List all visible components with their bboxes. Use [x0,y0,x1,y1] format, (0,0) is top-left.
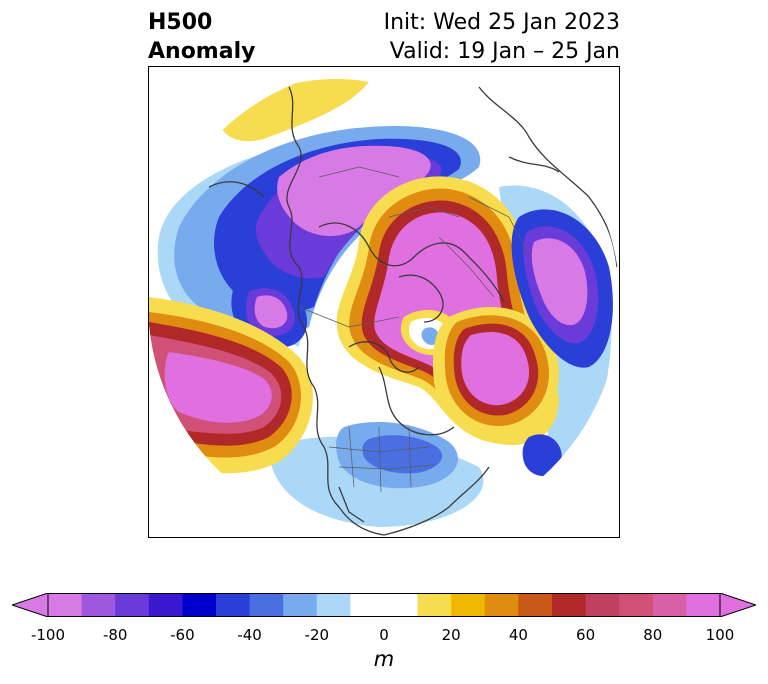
ridge-pacific [149,297,313,474]
colorbar-frame [47,593,721,617]
title-field: Anomaly [148,39,256,64]
colorbar-cell [115,593,150,617]
ridge-siberia [432,307,559,439]
colorbar-cell [384,593,419,617]
colorbar-tick-label: 0 [379,626,389,644]
colorbar-cell [148,593,183,617]
colorbar-tick-label: 20 [441,626,461,644]
chart-title-right: Init: Wed 25 Jan 2023 Valid: 19 Jan – 25… [384,8,620,66]
colorbar-cell [283,593,318,617]
trough-eastern-us [336,422,562,489]
anomaly-map [148,66,620,538]
colorbar-cell [619,593,654,617]
colorbar-tick-label: 100 [705,626,735,644]
colorbar-tick-label: 80 [643,626,663,644]
anomaly-field [149,67,619,537]
colorbar-cell [182,593,217,617]
colorbar-cell [316,593,351,617]
colorbar-cell [81,593,116,617]
colorbar-cells [12,593,756,617]
colorbar-tick-label: -100 [30,626,66,644]
colorbar-ticks: -100 -80 -60 -40 -20 0 20 40 60 80 100 [0,626,768,646]
colorbar-cell [48,593,83,617]
colorbar-cell [686,593,721,617]
colorbar-cell [350,593,385,617]
colorbar-tick-label: 40 [508,626,528,644]
colorbar-cell [216,593,251,617]
ridge-nw [219,78,369,142]
colorbar [12,593,756,617]
borders [298,166,530,493]
colorbar-tick-label: -80 [102,626,128,644]
colorbar-tick-label: -40 [237,626,262,644]
colorbar-cell [518,593,553,617]
colorbar-cell [652,593,687,617]
colorbar-cell [451,593,486,617]
chart-title-left: H500 Anomaly [148,8,255,66]
colorbar-cell [249,593,284,617]
colorbar-cell [585,593,620,617]
colorbar-extend-low [12,593,49,617]
colorbar-unit: m [373,647,395,671]
colorbar-cell [484,593,519,617]
colorbar-cell [417,593,452,617]
trough-europe [511,209,613,368]
title-variable: H500 [148,10,213,35]
colorbar-extend-high [719,593,756,617]
init-date: Init: Wed 25 Jan 2023 [383,10,620,35]
colorbar-tick-label: -20 [304,626,330,644]
valid-range: Valid: 19 Jan – 25 Jan [389,39,620,64]
trough-bering [174,126,481,332]
map-svg [149,67,619,537]
colorbar-tick-label: 60 [576,626,596,644]
colorbar-tick-label: -60 [170,626,195,644]
colorbar-cell [552,593,587,617]
coastlines [208,86,618,536]
